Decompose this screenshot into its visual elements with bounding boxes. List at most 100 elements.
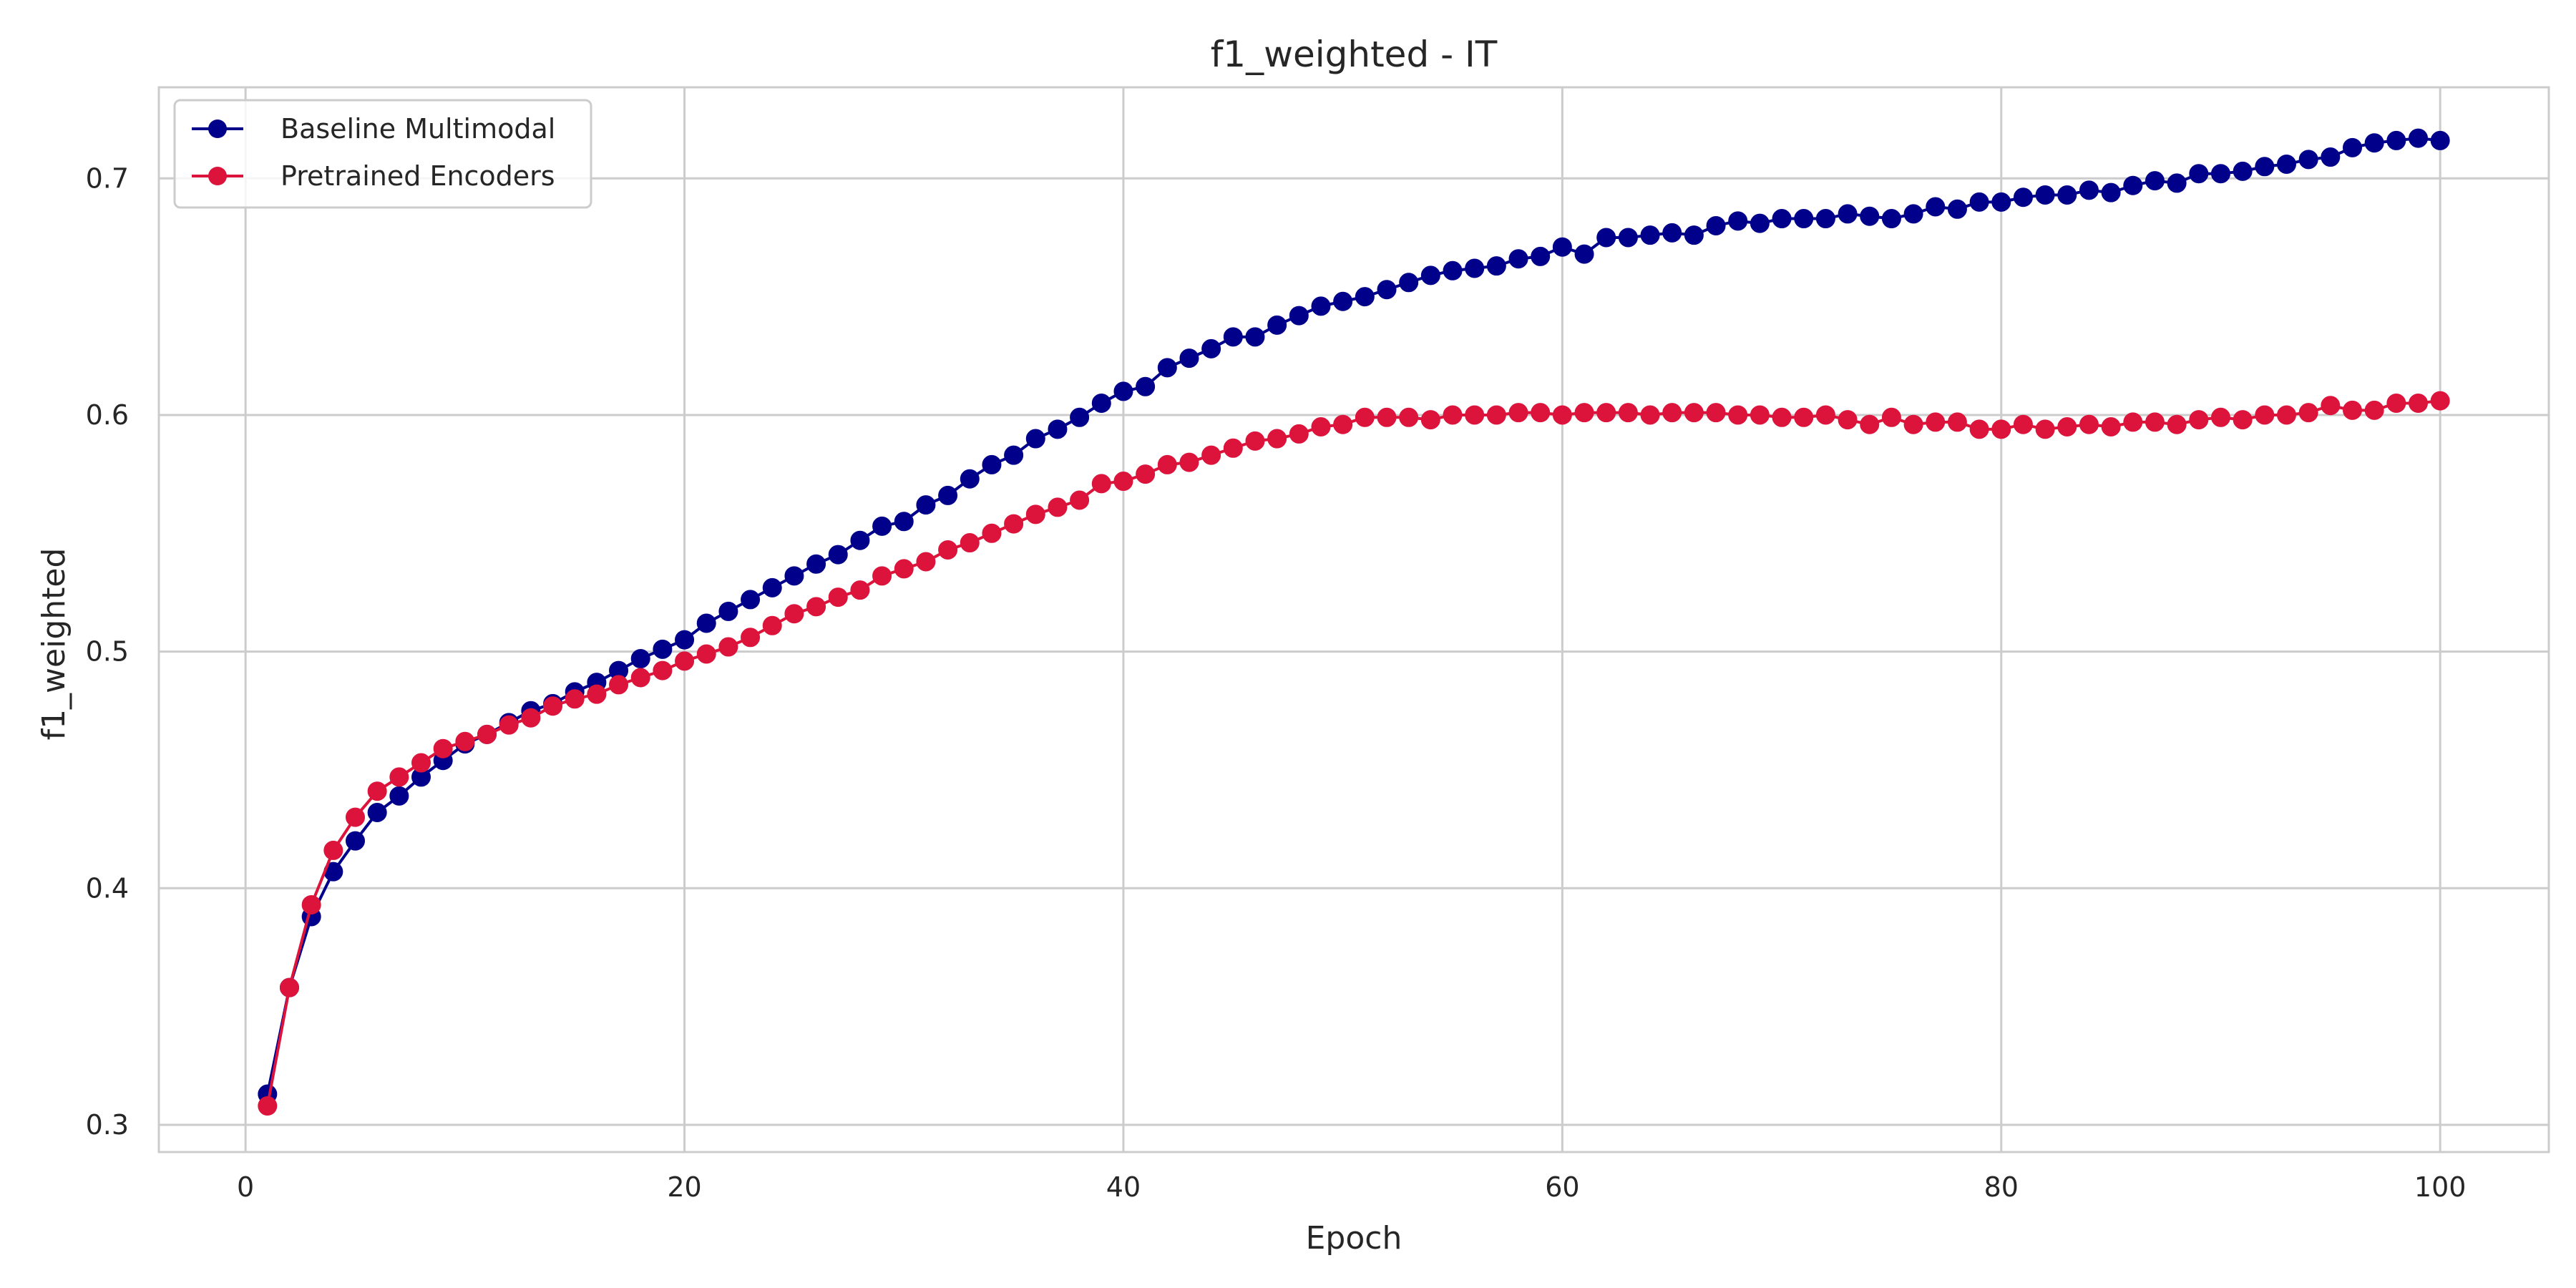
data-point <box>2189 410 2209 430</box>
data-point <box>1377 280 1397 300</box>
data-point <box>2079 180 2099 200</box>
data-point <box>1684 403 1704 423</box>
data-point <box>477 724 497 744</box>
data-point <box>1706 403 1726 423</box>
data-point <box>345 807 365 827</box>
data-point <box>653 639 673 659</box>
data-point <box>1640 225 1660 245</box>
data-point <box>1552 237 1572 257</box>
series-layer <box>258 128 2450 1116</box>
data-point <box>741 590 761 610</box>
data-point <box>1596 228 1616 248</box>
chart-title: f1_weighted - IT <box>1211 34 1498 75</box>
y-axis-label: f1_weighted <box>36 548 72 741</box>
data-point <box>1794 407 1814 427</box>
data-point <box>1311 417 1331 437</box>
data-point <box>850 580 870 600</box>
data-point <box>2013 187 2033 208</box>
data-point <box>675 630 695 650</box>
data-point <box>806 597 826 617</box>
data-point <box>1157 358 1177 378</box>
data-point <box>828 587 848 608</box>
data-point <box>1465 405 1485 425</box>
data-point <box>1048 419 1068 439</box>
x-tick-label: 40 <box>1106 1171 1141 1203</box>
data-point <box>2057 417 2077 437</box>
data-point <box>2298 150 2318 170</box>
data-point <box>345 831 365 851</box>
data-point <box>1245 431 1265 451</box>
data-point <box>696 644 716 664</box>
data-point <box>1508 403 1528 423</box>
x-tick-label: 80 <box>1984 1171 2019 1203</box>
data-point <box>1838 410 1858 430</box>
data-point <box>2145 412 2165 432</box>
data-point <box>1860 206 1880 226</box>
data-point <box>2233 410 2253 430</box>
series-pretrained-encoders <box>258 391 2450 1116</box>
data-point <box>1311 296 1331 316</box>
y-tick-label: 0.3 <box>86 1109 129 1141</box>
data-point <box>1618 403 1638 423</box>
data-point <box>1465 258 1485 278</box>
data-point <box>1157 454 1177 474</box>
legend-box <box>173 99 592 209</box>
data-point <box>2364 400 2384 420</box>
data-point <box>1420 265 1440 286</box>
data-point <box>2123 175 2143 195</box>
data-point <box>2079 414 2099 434</box>
data-point <box>1969 192 1989 212</box>
data-point <box>784 604 804 624</box>
data-point <box>1903 414 1923 434</box>
data-point <box>389 767 409 787</box>
data-point <box>2276 405 2296 425</box>
data-point <box>2233 161 2253 181</box>
data-point <box>279 977 299 997</box>
data-point <box>2167 173 2187 193</box>
data-point <box>1662 403 1682 423</box>
data-point <box>1179 452 1199 472</box>
data-point <box>1815 405 1835 425</box>
data-point <box>718 601 738 621</box>
data-point <box>499 715 519 735</box>
data-point <box>1179 348 1199 369</box>
data-point <box>2276 154 2296 174</box>
data-point <box>828 545 848 565</box>
data-point <box>1860 414 1880 434</box>
data-point <box>521 708 541 728</box>
y-tick-label: 0.7 <box>86 162 129 194</box>
data-point <box>741 628 761 648</box>
data-point <box>1926 412 1946 432</box>
data-point <box>367 802 387 822</box>
data-point <box>1333 291 1353 311</box>
data-point <box>2386 393 2406 413</box>
data-point <box>1025 504 1045 525</box>
data-point <box>1289 424 1309 444</box>
data-point <box>2255 157 2275 177</box>
data-point <box>2386 130 2406 150</box>
data-point <box>784 566 804 586</box>
data-point <box>1531 246 1551 266</box>
data-point <box>1947 412 1967 432</box>
y-tick-label: 0.5 <box>86 636 129 668</box>
data-point <box>2255 405 2275 425</box>
data-point <box>1355 407 1375 427</box>
data-point <box>2035 419 2055 439</box>
data-point <box>2013 414 2033 434</box>
data-point <box>696 613 716 633</box>
data-point <box>1728 211 1748 231</box>
data-point <box>2167 414 2187 434</box>
plot-frame <box>157 86 2550 1153</box>
data-point <box>1815 209 1835 229</box>
data-point <box>872 566 892 586</box>
data-point <box>1772 209 1792 229</box>
data-point <box>2298 403 2318 423</box>
x-tick-label: 0 <box>237 1171 254 1203</box>
data-point <box>1048 497 1068 517</box>
y-tick-label: 0.6 <box>86 399 129 431</box>
data-point <box>1399 273 1419 293</box>
data-point <box>1838 204 1858 224</box>
tick-labels: 0 20 40 60 80 100 0.3 0.4 0.5 0.6 0.7 <box>86 162 2467 1203</box>
data-point <box>1903 204 1923 224</box>
